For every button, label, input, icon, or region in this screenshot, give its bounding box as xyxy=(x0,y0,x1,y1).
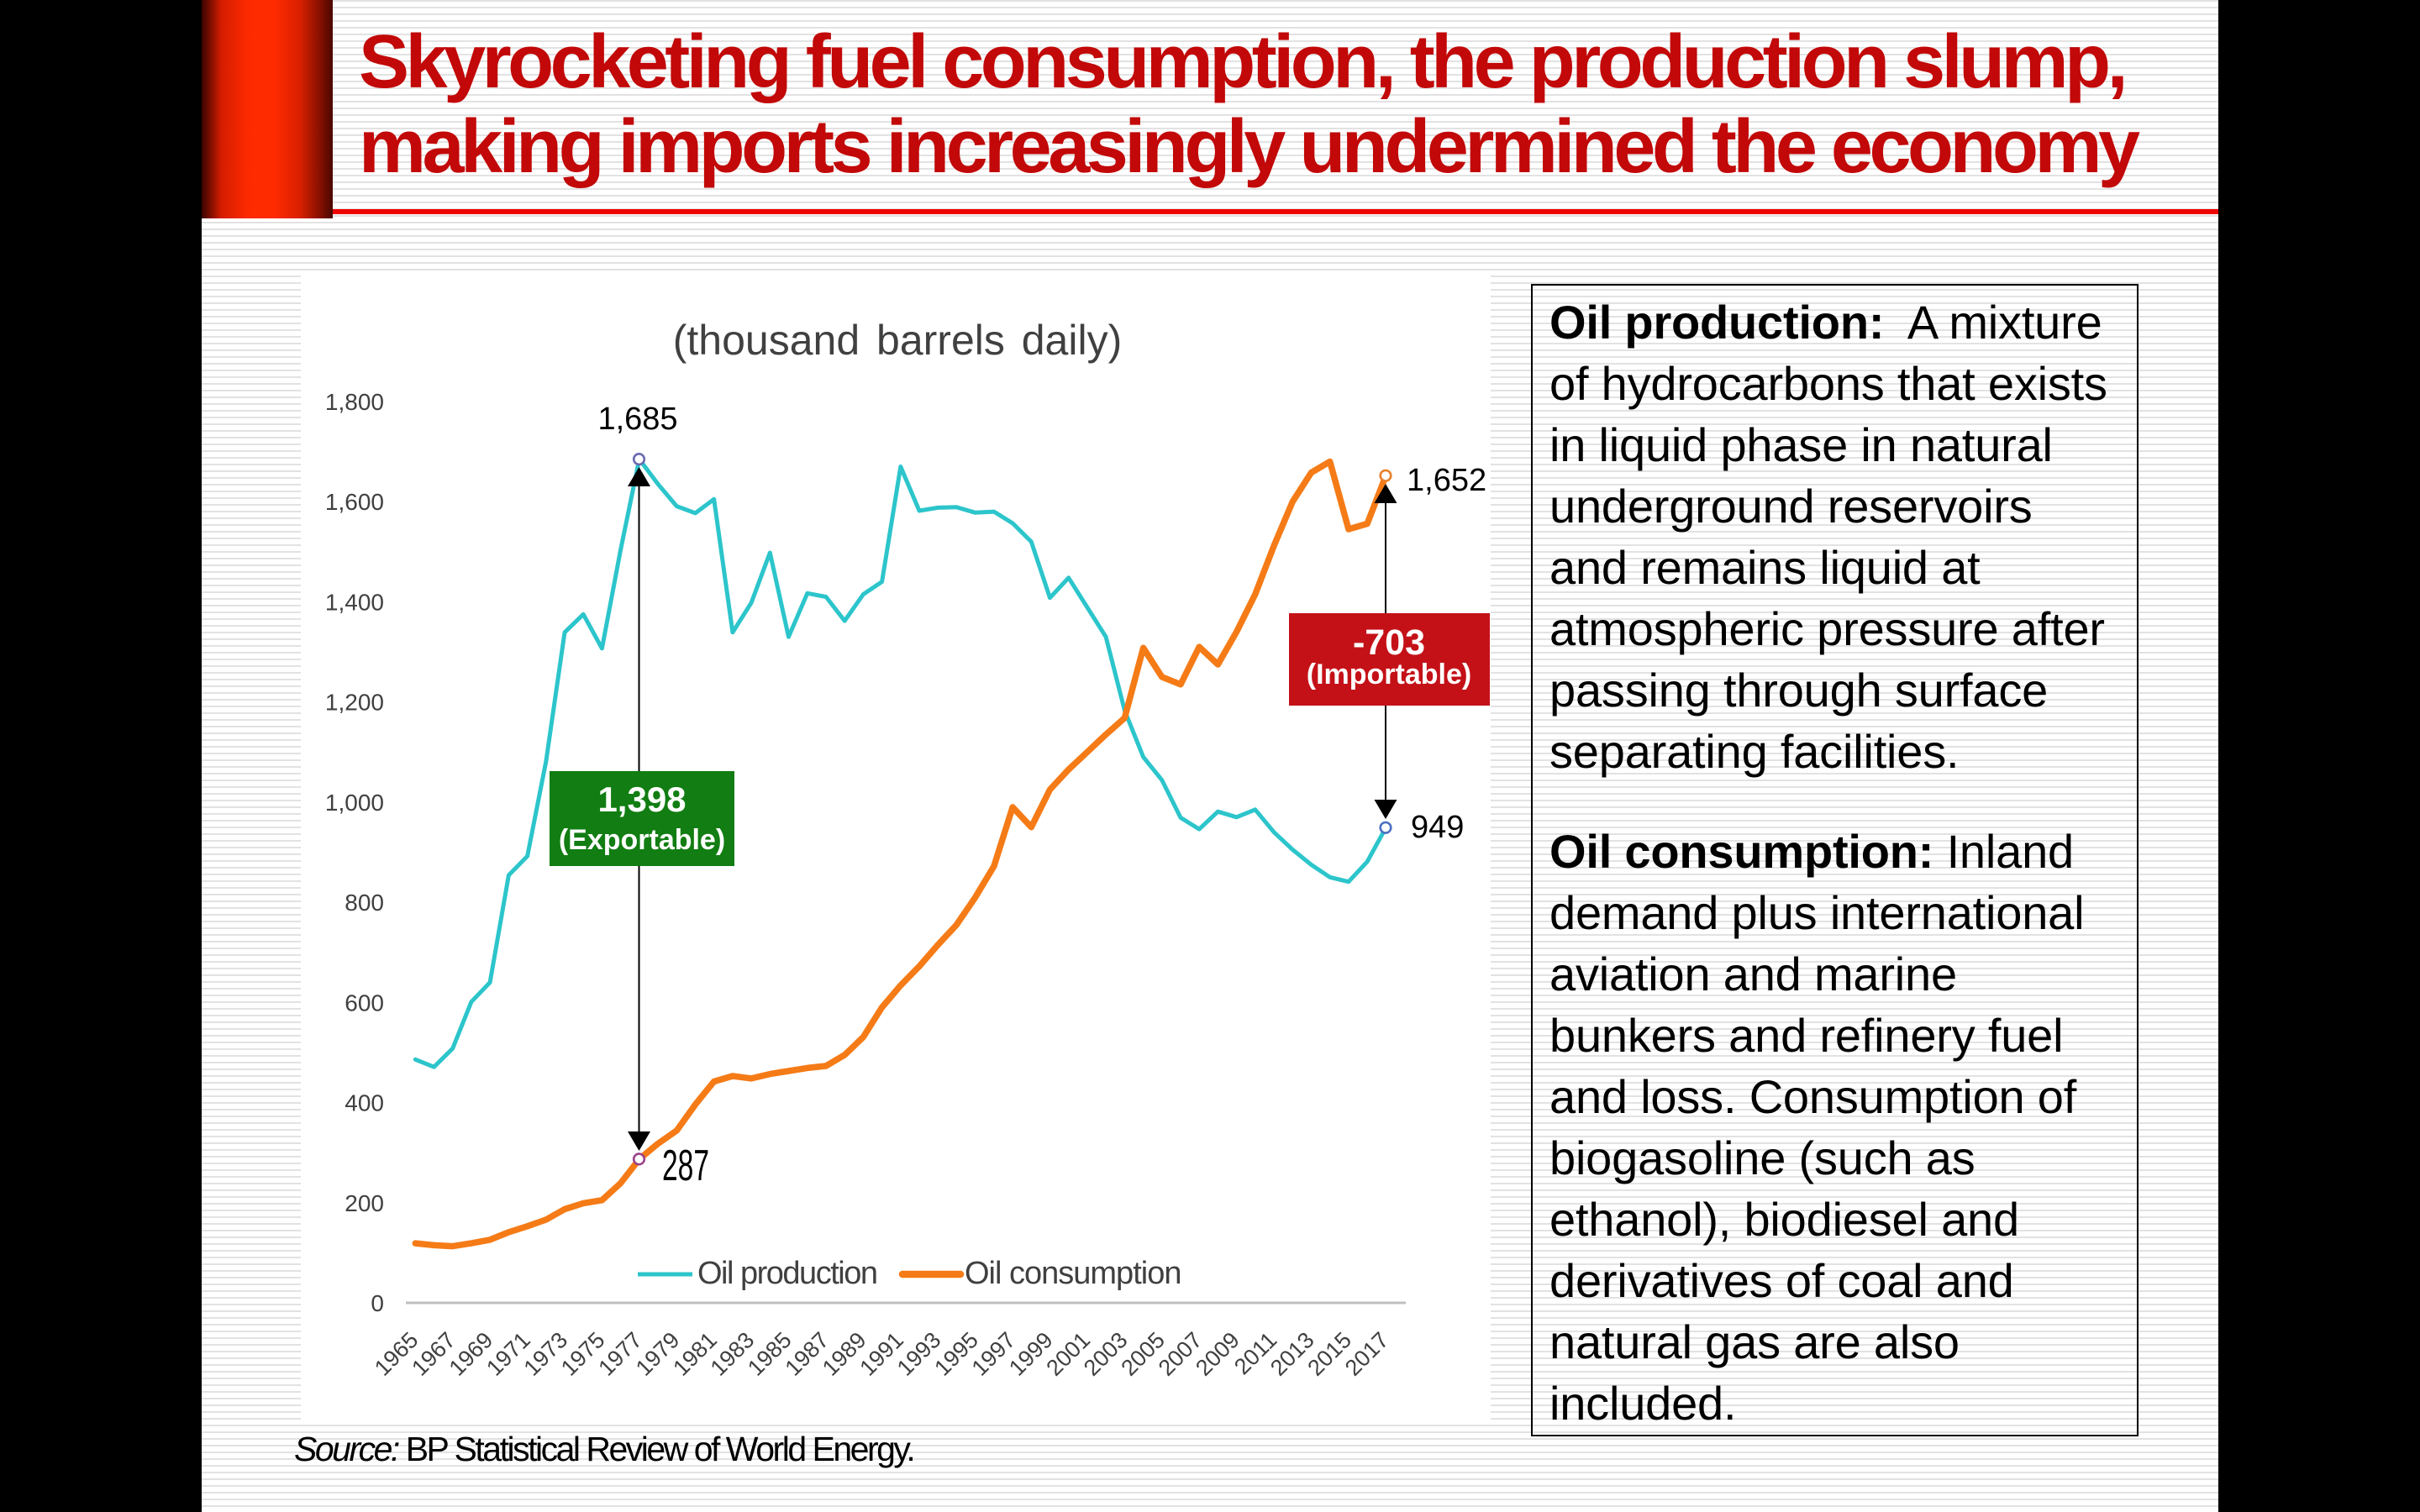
svg-text:(Exportable): (Exportable) xyxy=(559,824,725,856)
svg-text:1,398: 1,398 xyxy=(597,780,686,819)
svg-text:Oil production: Oil production xyxy=(697,1256,876,1291)
svg-text:1,200: 1,200 xyxy=(325,690,384,716)
svg-text:0: 0 xyxy=(371,1290,384,1316)
svg-text:(Importable): (Importable) xyxy=(1307,659,1471,690)
svg-text:Oil consumption: Oil consumption xyxy=(965,1256,1181,1291)
svg-text:Source: BP Statistical Review: Source: BP Statistical Review of World E… xyxy=(294,1430,913,1468)
svg-text:287: 287 xyxy=(662,1142,709,1190)
svg-text:1,600: 1,600 xyxy=(325,489,384,515)
svg-text:200: 200 xyxy=(345,1190,384,1216)
svg-text:1,800: 1,800 xyxy=(325,389,384,415)
svg-text:1,400: 1,400 xyxy=(325,589,384,615)
svg-text:2017: 2017 xyxy=(1340,1327,1394,1381)
svg-text:1,652: 1,652 xyxy=(1407,463,1486,498)
svg-text:-703: -703 xyxy=(1353,622,1425,663)
svg-text:949: 949 xyxy=(1411,810,1464,845)
svg-text:400: 400 xyxy=(345,1090,384,1116)
svg-text:(thousand barrels daily): (thousand barrels daily) xyxy=(673,317,1123,364)
svg-text:600: 600 xyxy=(345,990,384,1016)
svg-text:1,685: 1,685 xyxy=(597,402,677,437)
svg-text:800: 800 xyxy=(345,890,384,916)
svg-text:1,000: 1,000 xyxy=(325,790,384,816)
